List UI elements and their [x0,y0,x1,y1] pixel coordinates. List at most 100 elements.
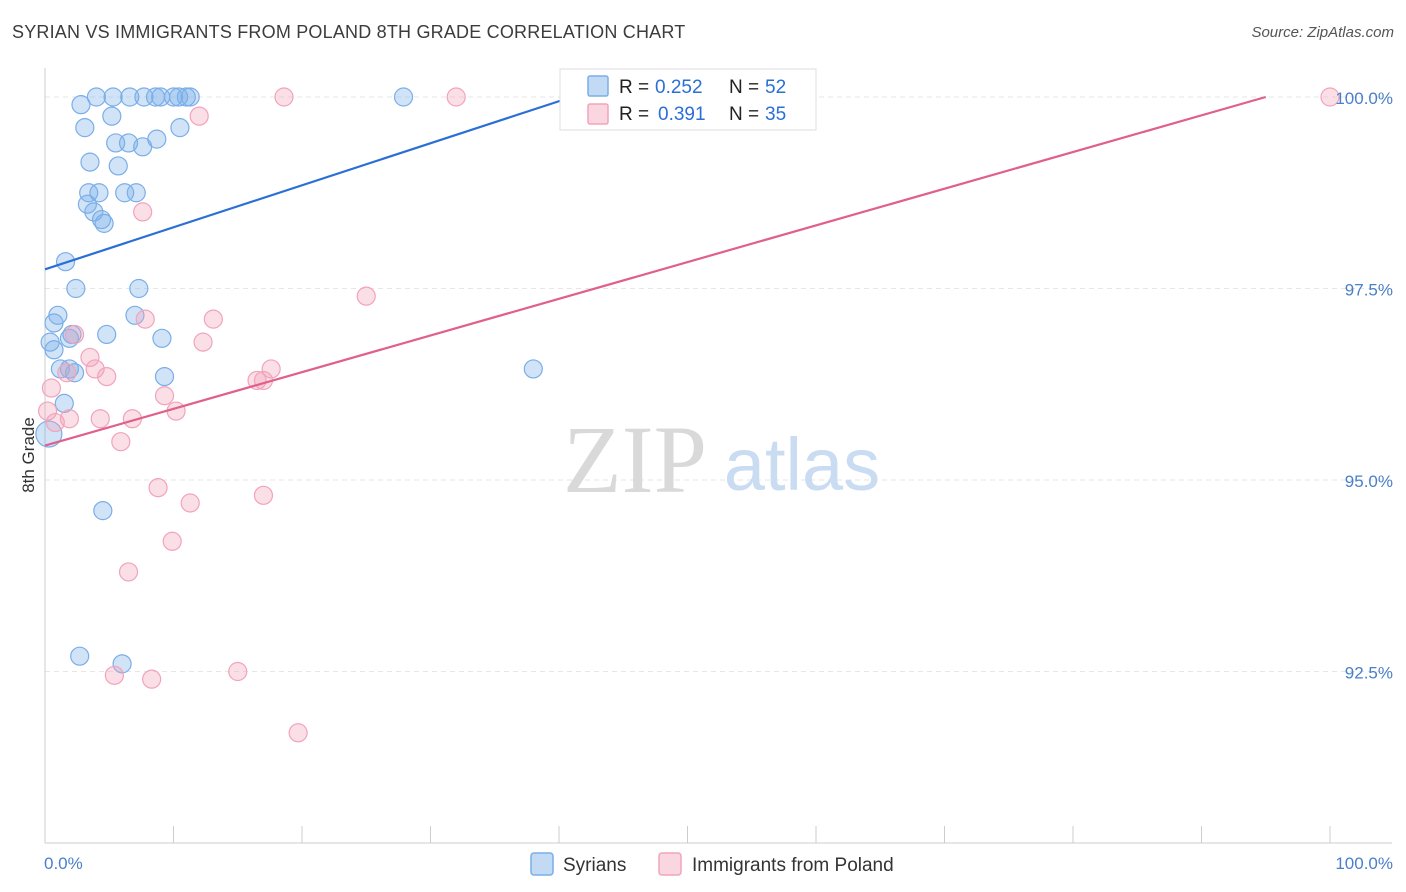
series-1-point-29 [162,531,182,551]
series-0-point-41 [44,340,64,360]
series-legend-swatch-syrians [530,852,554,876]
series-1-point-10 [80,347,100,368]
legend-n-label-2: N = [729,104,759,125]
series-1-point-22 [90,409,110,429]
x-tick-label-0: 0.0% [44,854,83,873]
series-0-point-31 [66,278,86,299]
x-tick-label-1: 100.0% [1335,854,1393,873]
series-0-point-19 [133,137,153,157]
series-0-point-46 [523,359,543,379]
series-0-point-21 [108,156,128,176]
series-1-point-16 [261,359,281,379]
series-0-point-48 [35,420,63,448]
series-0-point-37 [97,324,117,345]
series-legend-swatch-poland [658,852,682,876]
series-1-point-13 [97,366,117,387]
y-tick-label-3: 92.5% [1345,664,1393,683]
series-1-point-21 [59,409,80,429]
series-1-point-30 [118,562,139,582]
legend: R = 0.252 N = 52 R = 0.391 N = 35 [559,68,817,131]
legend-r-label-1: R = [619,77,649,98]
watermark-zip: ZIP [563,406,707,513]
series-0-point-23 [89,183,109,203]
series-0-point-2 [103,87,123,107]
series-0-point-18 [118,133,139,153]
series-legend-label-syrians: Syrians [563,855,626,876]
series-0-point-1 [86,87,107,107]
series-1-point-27 [253,485,274,505]
gridlines [45,96,1392,672]
series-0-point-47 [54,393,74,413]
series-1-point-19 [37,401,58,421]
series-0-point-20 [80,152,100,172]
chart-source: Source: ZipAtlas.com [1251,24,1394,41]
series-1-point-25 [111,432,131,452]
series-0-point-11 [393,87,414,107]
series-1-point-2 [1320,87,1340,107]
series-0-point-29 [94,213,114,233]
legend-r-label-2: R = [619,104,649,125]
legend-n-value-2: 35 [765,104,786,125]
series-1-point-0 [274,87,294,107]
y-tick-label-2: 95.0% [1345,472,1393,491]
series-0-point-49 [93,501,113,521]
series-0-point-44 [64,363,85,383]
series-1-point-31 [228,661,248,682]
watermark: ZIP atlas [563,406,880,513]
series-0-point-38 [152,328,172,348]
legend-swatch-syrians [587,75,609,97]
legend-r-value-2: 0.391 [658,104,706,125]
series-1-point-4 [133,202,153,222]
series-1-point-33 [142,669,162,689]
y-tick-label-1: 97.5% [1345,281,1393,300]
legend-r-value-1: 0.252 [655,77,703,98]
legend-swatch-poland [587,103,609,125]
series-1-point-34 [288,723,308,743]
series-1-point-28 [180,493,200,513]
series-1-point-14 [247,370,267,391]
series-1-trend-line [44,95,1267,447]
series-0-point-3 [120,87,140,107]
series-0-point-0 [71,95,91,115]
series-0-point-24 [115,183,135,203]
series-legend-label-poland: Immigrants from Poland [692,855,894,876]
legend-box [559,68,817,131]
series-0-point-45 [154,366,175,387]
series-1-point-24 [45,412,65,433]
series-1-point-17 [41,378,62,398]
series-0-point-32 [129,278,149,299]
tick-labels: 100.0% 97.5% 95.0% 92.5% 0.0% 100.0% [44,89,1393,873]
series-1-point-32 [104,665,124,685]
chart-title: SYRIAN VS IMMIGRANTS FROM POLAND 8TH GRA… [12,22,686,42]
series-0-point-26 [77,194,98,214]
series-0-point-13 [102,106,122,126]
series-1-point-7 [203,309,223,329]
series-1-point-18 [154,386,175,406]
series-0-point-39 [59,328,80,348]
series-1-point-3 [189,106,209,126]
series-1-point-26 [148,478,168,498]
legend-n-label-1: N = [729,77,759,98]
series-1-point-12 [57,363,77,383]
series-0-point-4 [134,87,154,107]
series-1-point-6 [135,309,155,329]
axes [44,68,1392,844]
series-0-point-10 [180,87,200,107]
series-legend: Syrians Immigrants from Poland [530,852,894,876]
legend-n-value-1: 52 [765,77,786,98]
series-1-point-9 [193,332,213,352]
series-1-point-20 [166,401,186,421]
y-axis-label: 8th Grade [19,417,38,493]
series-0-point-15 [170,118,190,138]
series-0-point-25 [126,183,146,203]
series-0-point-34 [125,305,145,325]
series-1-point-8 [64,324,85,345]
y-tick-label-0: 100.0% [1335,89,1393,108]
series-0-point-35 [44,313,64,333]
series-1-point-11 [85,359,105,379]
series-0-point-14 [75,118,95,138]
series-0-point-8 [169,87,189,107]
series-0-points [35,87,659,674]
series-1-point-5 [356,286,376,306]
